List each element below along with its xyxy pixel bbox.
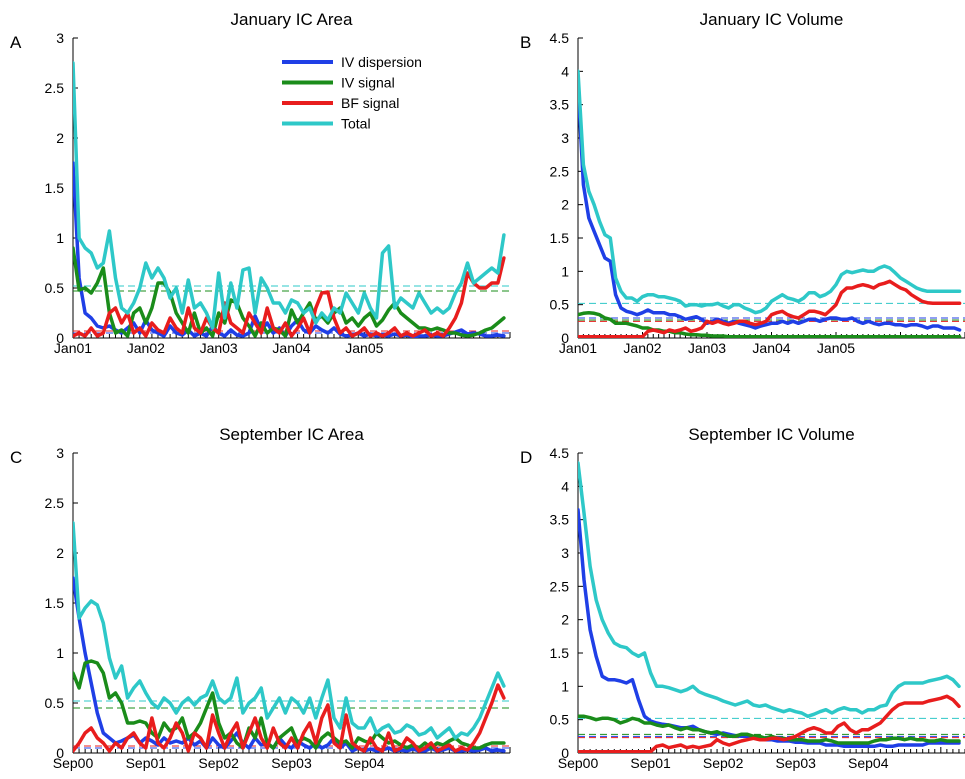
y-tick-label: 0 bbox=[561, 330, 569, 346]
y-tick-label: 2.5 bbox=[45, 495, 65, 511]
y-tick-label: 4.5 bbox=[550, 445, 570, 461]
y-tick-label: 2 bbox=[56, 545, 64, 561]
y-tick-label: 3 bbox=[561, 545, 569, 561]
series-line bbox=[578, 310, 962, 338]
y-tick-label: 0.5 bbox=[45, 695, 65, 711]
y-tick-label: 3.5 bbox=[550, 512, 570, 528]
chart-title: January IC Volume bbox=[700, 10, 844, 29]
chart-panel-A: January IC Area A 0 0.5 1 1.5 2 2.5 3 Jan01 Jan02 J… bbox=[10, 10, 511, 356]
plot-area bbox=[578, 461, 965, 753]
y-tick-label: 0 bbox=[56, 745, 64, 761]
y-tick-label: 4.5 bbox=[550, 30, 570, 46]
legend-label: BF signal bbox=[341, 95, 399, 111]
x-tick-label: Sep03 bbox=[271, 755, 312, 771]
x-tick-label: Jan04 bbox=[272, 340, 310, 356]
series-line bbox=[73, 61, 506, 330]
y-tick-label: 2.5 bbox=[550, 578, 570, 594]
panel-label: D bbox=[520, 448, 532, 467]
y-tick-label: 1.5 bbox=[550, 230, 570, 246]
chart-panel-B: January IC Volume B 0 0.5 1 1.5 2 2.5 3 3.5 4 4.5 Ja… bbox=[520, 10, 965, 356]
panel-label: B bbox=[520, 33, 531, 52]
y-tick-label: 1 bbox=[56, 230, 64, 246]
legend: IV dispersion IV signal BF signal Total bbox=[282, 54, 422, 132]
x-tick-label: Sep01 bbox=[630, 755, 671, 771]
y-tick-label: 1.5 bbox=[45, 595, 65, 611]
y-tick-label: 3.5 bbox=[550, 97, 570, 113]
series-line bbox=[73, 246, 506, 338]
y-tick-label: 3 bbox=[56, 445, 64, 461]
series-line bbox=[578, 694, 961, 753]
y-tick-label: 0.5 bbox=[550, 712, 570, 728]
y-tick-label: 0 bbox=[561, 745, 569, 761]
x-tick-label: Sep04 bbox=[848, 755, 889, 771]
panel-label: C bbox=[10, 448, 22, 467]
series-line bbox=[578, 279, 962, 338]
x-tick-label: Jan03 bbox=[688, 340, 726, 356]
y-tick-label: 0 bbox=[56, 330, 64, 346]
plot-area bbox=[578, 69, 965, 338]
x-tick-label: Sep00 bbox=[558, 755, 599, 771]
x-tick-label: Sep01 bbox=[126, 755, 167, 771]
y-tick-label: 1 bbox=[561, 263, 569, 279]
x-tick-label: Jan01 bbox=[559, 340, 597, 356]
x-tick-label: Jan02 bbox=[623, 340, 661, 356]
chart-title: September IC Volume bbox=[688, 425, 854, 444]
series-line bbox=[73, 576, 506, 753]
y-tick-label: 4 bbox=[561, 478, 569, 494]
x-tick-label: Jan02 bbox=[127, 340, 165, 356]
chart-title: January IC Area bbox=[231, 10, 353, 29]
x-tick-label: Jan01 bbox=[54, 340, 92, 356]
chart-panel-D: September IC Volume D 0 0.5 1 1.5 2 2.5 3 3.5 4 4.5… bbox=[520, 425, 965, 771]
x-tick-label: Jan05 bbox=[817, 340, 855, 356]
x-tick-label: Jan04 bbox=[752, 340, 790, 356]
y-tick-label: 2 bbox=[561, 197, 569, 213]
x-tick-label: Sep02 bbox=[703, 755, 744, 771]
series-line bbox=[73, 521, 506, 740]
y-tick-label: 4 bbox=[561, 63, 569, 79]
plot-area bbox=[73, 521, 510, 753]
y-tick-label: 0.5 bbox=[45, 280, 65, 296]
chart-title: September IC Area bbox=[219, 425, 364, 444]
series-line bbox=[578, 507, 961, 749]
plot-area bbox=[73, 61, 510, 338]
series-line bbox=[73, 256, 506, 338]
y-tick-label: 1 bbox=[561, 678, 569, 694]
series-line bbox=[578, 69, 962, 315]
y-tick-label: 2.5 bbox=[550, 163, 570, 179]
y-tick-label: 3 bbox=[56, 30, 64, 46]
y-tick-label: 1.5 bbox=[550, 645, 570, 661]
y-tick-label: 2.5 bbox=[45, 80, 65, 96]
y-tick-label: 3 bbox=[561, 130, 569, 146]
x-tick-label: Sep00 bbox=[53, 755, 94, 771]
legend-label: Total bbox=[341, 116, 371, 132]
x-tick-label: Jan03 bbox=[200, 340, 238, 356]
x-tick-label: Sep03 bbox=[775, 755, 816, 771]
y-tick-label: 1.5 bbox=[45, 180, 65, 196]
legend-label: IV dispersion bbox=[341, 54, 422, 70]
y-tick-label: 0.5 bbox=[550, 297, 570, 313]
y-tick-label: 2 bbox=[561, 612, 569, 628]
x-tick-label: Sep02 bbox=[198, 755, 239, 771]
series-line bbox=[73, 683, 506, 753]
legend-label: IV signal bbox=[341, 75, 395, 91]
x-tick-label: Sep04 bbox=[344, 755, 385, 771]
x-tick-label: Jan05 bbox=[345, 340, 383, 356]
panel-label: A bbox=[10, 33, 22, 52]
series-line bbox=[578, 82, 962, 332]
y-tick-label: 1 bbox=[56, 645, 64, 661]
series-line bbox=[578, 461, 961, 719]
chart-panel-C: September IC Area C 0 0.5 1 1.5 2 2.5 3 Sep00 Sep0… bbox=[10, 425, 511, 771]
y-tick-label: 2 bbox=[56, 130, 64, 146]
